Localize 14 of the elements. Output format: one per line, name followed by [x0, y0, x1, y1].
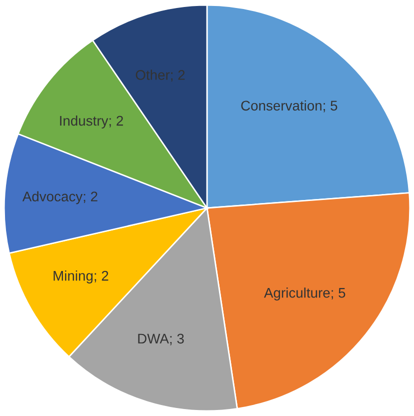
data-label: ; 2	[84, 192, 98, 204]
data-label: ; 5	[332, 288, 346, 300]
data-label: ; 2	[94, 270, 108, 282]
slice-label: Other	[136, 70, 170, 80]
slice-label: Conservation	[241, 100, 322, 111]
slice-label: Agriculture	[264, 288, 330, 300]
slice-label: Industry	[60, 116, 108, 128]
data-label: ; 2	[109, 116, 123, 128]
slice-label: Mining	[54, 270, 93, 284]
data-label: ; 3	[170, 334, 184, 346]
slice-label: Advocacy	[22, 191, 83, 204]
data-label: ; 5	[324, 100, 338, 112]
data-label: ; 2	[171, 70, 185, 82]
slice-label: DWA	[138, 334, 169, 344]
